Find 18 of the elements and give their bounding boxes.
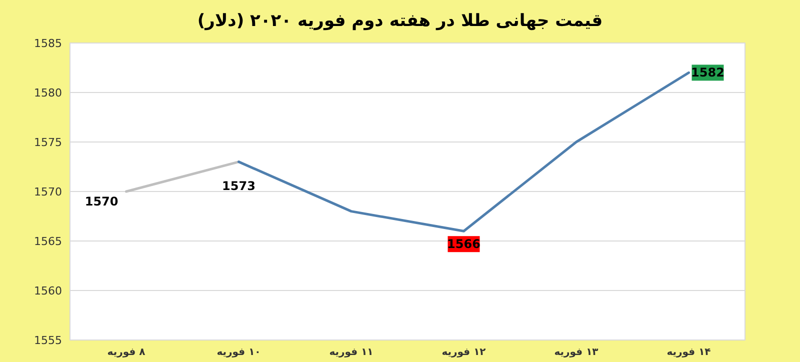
x-tick-label: ۸ فوریه [107,347,146,358]
data-label: 1582 [691,66,724,80]
y-tick-label: 1585 [34,37,62,50]
data-label: 1570 [84,194,118,208]
y-tick-label: 1575 [34,136,62,149]
data-label: 1573 [222,178,256,193]
chart-title: قیمت جهانی طلا در هفته دوم فوریه ۲۰۲۰ (دلار) [197,11,603,31]
x-tick-label: ۱۲ فوریه [442,347,486,358]
x-tick-label: ۱۱ فوریه [329,347,374,358]
y-tick-label: 1555 [34,334,62,347]
y-tick-label: 1565 [34,235,62,248]
y-tick-label: 1570 [34,186,62,198]
x-tick-label: ۱۳ فوریه [554,347,598,358]
y-tick-label: 1580 [34,86,62,100]
x-tick-label: ۱۰ فوریه [216,347,261,358]
x-tick-label: ۱۴ فوریه [666,347,711,358]
y-tick-label: 1560 [34,284,62,298]
data-label: 1566 [447,237,480,252]
